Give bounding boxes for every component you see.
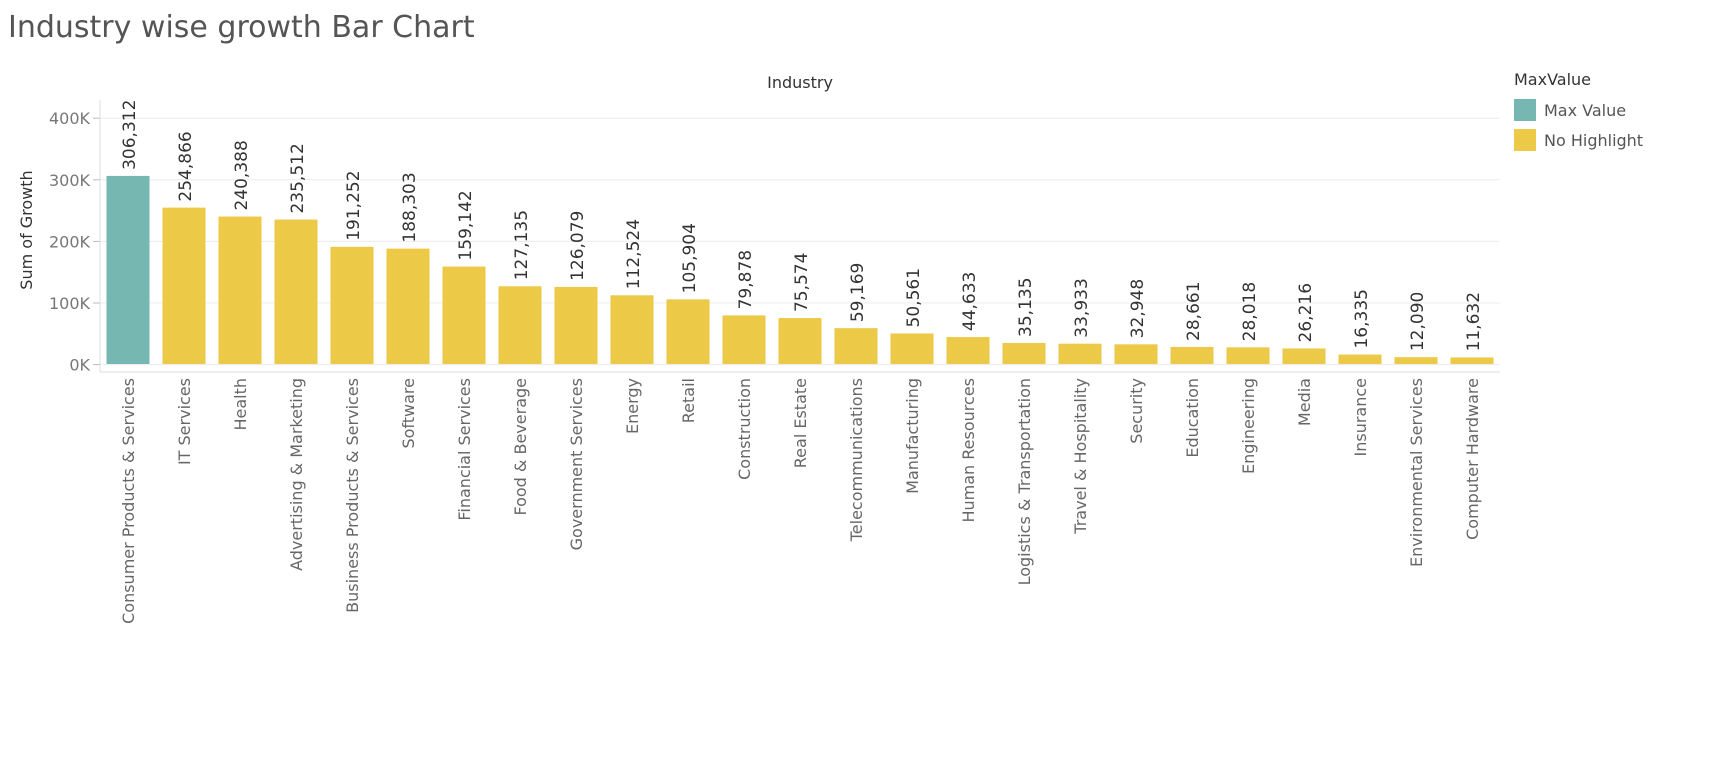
data-label: 188,303	[400, 172, 420, 242]
x-tick-label: Computer Hardware	[1463, 378, 1482, 540]
bars	[106, 175, 1494, 364]
bar[interactable]	[442, 266, 486, 364]
bar[interactable]	[386, 248, 430, 364]
data-label: 44,633	[960, 272, 980, 331]
x-axis: Consumer Products & Services IT Services H…	[119, 378, 1482, 624]
x-tick-label: Human Resources	[959, 378, 978, 523]
legend-item-no-highlight[interactable]: No Highlight	[1514, 125, 1643, 155]
bar[interactable]	[330, 246, 374, 364]
data-label: 16,335	[1352, 289, 1372, 348]
x-tick-label: Retail	[679, 378, 698, 423]
legend-swatch	[1514, 99, 1536, 121]
x-tick-label: Telecommunications	[847, 378, 866, 542]
x-tick-label: Manufacturing	[903, 378, 922, 494]
bar[interactable]	[1058, 343, 1102, 364]
value-labels: 306,312 254,866 240,388 235,512 191,252 188,3…	[120, 100, 1484, 352]
bar[interactable]	[1282, 348, 1326, 364]
legend-item-max-value[interactable]: Max Value	[1514, 95, 1643, 125]
data-label: 12,090	[1408, 292, 1428, 351]
bar[interactable]	[610, 295, 654, 364]
bar[interactable]	[1170, 346, 1214, 364]
x-tick-label: Insurance	[1351, 378, 1370, 457]
bar[interactable]	[1450, 357, 1494, 364]
bar[interactable]	[834, 328, 878, 364]
bar[interactable]	[946, 337, 990, 364]
x-tick-label: Logistics & Transportation	[1015, 378, 1034, 585]
bar[interactable]	[722, 315, 766, 364]
legend: MaxValue Max Value No Highlight	[1514, 70, 1643, 155]
x-tick-label: Consumer Products & Services	[119, 378, 138, 624]
bar[interactable]	[778, 318, 822, 364]
data-label: 306,312	[120, 100, 140, 170]
bar[interactable]	[1002, 342, 1046, 364]
y-axis: 0K 100K 200K 300K 400K	[49, 100, 1500, 375]
bar[interactable]	[1226, 347, 1270, 364]
data-label: 11,632	[1464, 292, 1484, 351]
data-label: 240,388	[232, 140, 252, 210]
x-tick-label: Real Estate	[791, 378, 810, 468]
x-tick-label: Business Products & Services	[343, 378, 362, 613]
x-tick-label: Health	[231, 378, 250, 431]
data-label: 75,574	[792, 253, 812, 312]
data-label: 105,904	[680, 223, 700, 293]
x-tick-label: Advertising & Marketing	[287, 378, 306, 571]
data-label: 59,169	[848, 263, 868, 322]
x-tick-label: Software	[399, 378, 418, 449]
x-tick-label: Food & Beverage	[511, 378, 530, 516]
x-tick-label: Environmental Services	[1407, 378, 1426, 567]
data-label: 28,661	[1184, 281, 1204, 340]
bar[interactable]	[666, 299, 710, 364]
data-label: 112,524	[624, 219, 644, 289]
x-tick-label: Engineering	[1239, 378, 1258, 474]
chart-title: Industry wise growth Bar Chart	[8, 10, 475, 45]
data-label: 35,135	[1016, 277, 1036, 336]
y-tick-label: 300K	[49, 171, 91, 190]
data-label: 33,933	[1072, 278, 1092, 337]
bar[interactable]	[1114, 344, 1158, 364]
x-tick-label: Financial Services	[455, 378, 474, 521]
data-label: 28,018	[1240, 282, 1260, 341]
bar[interactable]	[498, 286, 542, 364]
data-label: 32,948	[1128, 279, 1148, 338]
x-tick-label: Energy	[623, 378, 642, 434]
bar[interactable]	[890, 333, 934, 364]
legend-label: Max Value	[1544, 100, 1627, 120]
data-label: 127,135	[512, 210, 532, 280]
bar[interactable]	[1338, 354, 1382, 364]
y-tick-label: 400K	[49, 109, 91, 128]
data-label: 79,878	[736, 250, 756, 309]
bar-chart: Industry Sum of Growth 0K 100K 200K 300K 400…	[17, 73, 1500, 624]
data-label: 191,252	[344, 170, 364, 240]
legend-title: MaxValue	[1514, 70, 1592, 89]
bar[interactable]	[218, 216, 262, 364]
bar[interactable]	[106, 175, 150, 364]
data-label: 26,216	[1296, 283, 1316, 342]
data-label: 159,142	[456, 190, 476, 260]
y-tick-label: 100K	[49, 294, 91, 313]
x-tick-label: Education	[1183, 378, 1202, 458]
bar[interactable]	[554, 286, 598, 364]
data-label: 126,079	[568, 211, 588, 281]
legend-swatch	[1514, 129, 1536, 151]
x-tick-label: Travel & Hospitality	[1071, 378, 1090, 535]
y-tick-label: 0K	[69, 356, 90, 375]
x-tick-label: Media	[1295, 378, 1314, 426]
x-tick-label: Construction	[735, 378, 754, 480]
bar[interactable]	[162, 207, 206, 364]
legend-label: No Highlight	[1544, 130, 1644, 150]
data-label: 254,866	[176, 131, 196, 201]
y-tick-label: 200K	[49, 232, 91, 251]
bar[interactable]	[274, 219, 318, 364]
data-label: 235,512	[288, 143, 308, 213]
x-axis-title: Industry	[767, 73, 833, 92]
y-axis-title: Sum of Growth	[17, 170, 36, 289]
bar[interactable]	[1394, 357, 1438, 364]
x-tick-label: IT Services	[175, 378, 194, 465]
x-tick-label: Security	[1127, 378, 1146, 444]
data-label: 50,561	[904, 268, 924, 327]
x-tick-label: Government Services	[567, 378, 586, 550]
